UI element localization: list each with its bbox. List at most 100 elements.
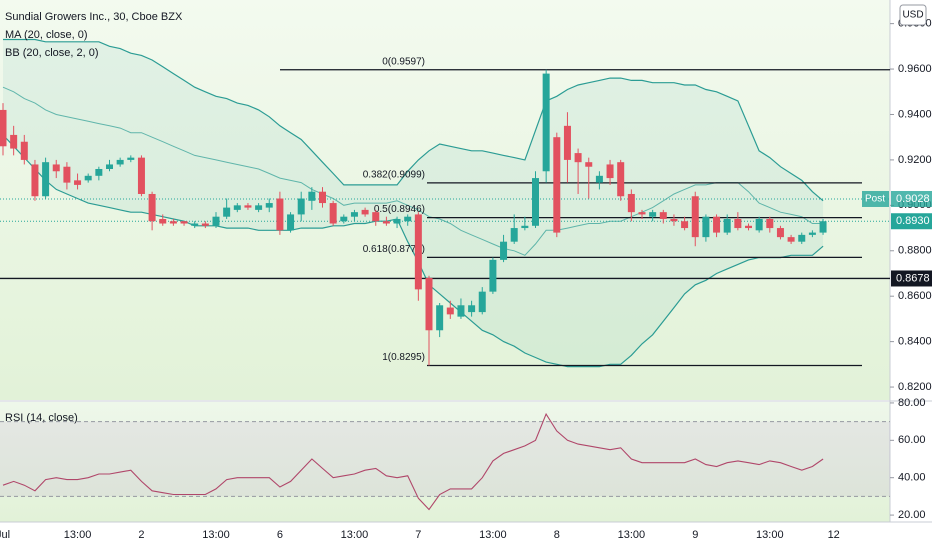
horizontal-line-badge [891,270,932,287]
horizontal-line-value: 0.8678 [896,272,930,284]
x-tick-label: 12 [828,529,840,541]
candle-body [340,216,348,222]
candle-body [542,73,550,172]
candle-body [670,218,678,222]
x-tick-label: 13:00 [618,529,646,541]
candle-body [169,221,177,224]
chart-title: Sundial Growers Inc., 30, Cboe BZX [5,11,183,23]
y-tick-label: 0.9200 [898,154,932,166]
candle-body [617,162,625,197]
candle-body [500,241,508,260]
indicator-label: BB (20, close, 2, 0) [5,47,99,59]
candle-body [734,218,742,229]
candle-body [287,214,295,231]
candle-body [776,228,784,238]
candle-body [212,216,220,226]
candle-body [489,259,497,292]
candle-body [148,193,156,222]
candle-body [74,180,82,185]
post-tag [862,190,889,207]
candle-body [95,168,103,176]
bb-lower [2,134,824,368]
fib-label: 0.618(0.8771) [363,244,425,255]
rsi-tick-label: 40.00 [898,472,926,484]
x-tick-label: 13:00 [479,529,507,541]
candle-body [521,225,529,229]
rsi-tick-label: 20.00 [898,509,926,521]
candle-body [510,228,518,242]
candle-body [681,221,689,229]
last-price-badge [891,213,932,230]
y-tick-label: 0.8200 [898,381,932,393]
candle-body [468,305,476,313]
candle-body [159,218,167,224]
candle-body [638,212,646,215]
candle-body [808,232,816,235]
candle-body [137,157,145,194]
y-tick-label: 0.9600 [898,63,932,75]
rsi-tick-label: 60.00 [898,434,926,446]
candle-body [563,125,571,160]
fib-label: 0.5(0.8946) [374,204,425,215]
candle-body [798,234,806,242]
candle-body [627,193,635,213]
candle-body [319,191,326,204]
candle-body [63,166,71,183]
post-value: 0.9028 [896,193,930,205]
x-tick-label: 7 [415,529,421,541]
candle-body [723,218,731,233]
price-pane [0,0,890,400]
candle-body [713,216,721,233]
candle-body [42,162,50,197]
candle-body [20,141,28,160]
candle-body [308,191,316,201]
candle-body [766,218,774,229]
candle-body [244,205,252,208]
x-tick-label: 13:00 [202,529,230,541]
rsi-tick-label: 80.00 [898,397,926,409]
candle-body [574,153,582,163]
post-tag-label: Post [865,194,885,205]
plot: 0(0.9597) 0.382(0.9099) 0.5(0.8946) 0.618(0… [0,18,932,541]
fib-label: 0.382(0.9099) [363,169,425,180]
rsi-line [2,412,824,511]
currency: USD [902,10,923,21]
candle-body [404,216,412,222]
candle-body [361,209,369,215]
y-tick-label: 0.8600 [898,290,932,302]
x-tick-label: 13:00 [64,529,92,541]
candle-body [585,162,593,167]
x-tick-label: 2 [138,529,144,541]
x-tick-label: 13:00 [341,529,369,541]
x-tick-label: 13:00 [756,529,784,541]
candle-body [180,221,188,224]
candle-body [116,159,124,165]
candle-body [595,175,603,183]
candle-body [691,196,699,238]
candle-body [10,134,18,149]
candle-body [329,203,337,224]
candle-body [233,205,241,210]
candle-body [745,225,752,229]
candle-body [819,221,827,233]
candle-body [31,164,39,197]
indicator-label: MA (20, close, 0) [5,29,88,41]
candle-body [436,305,444,331]
candle-body [414,214,422,290]
candle-body [223,207,231,217]
candle-body [478,291,486,313]
candle-body [606,164,614,179]
candle-body [649,212,657,217]
y-tick-label: 0.8400 [898,336,932,348]
candle-body [265,203,273,208]
candle-body [425,278,433,331]
candle-body [106,164,113,169]
currency-box[interactable] [899,4,927,26]
candle-body [755,218,763,231]
candle-body [0,109,7,147]
ma-line [2,86,824,256]
candle-body [787,237,795,242]
candle-body [372,212,380,222]
candle-body [532,178,539,226]
